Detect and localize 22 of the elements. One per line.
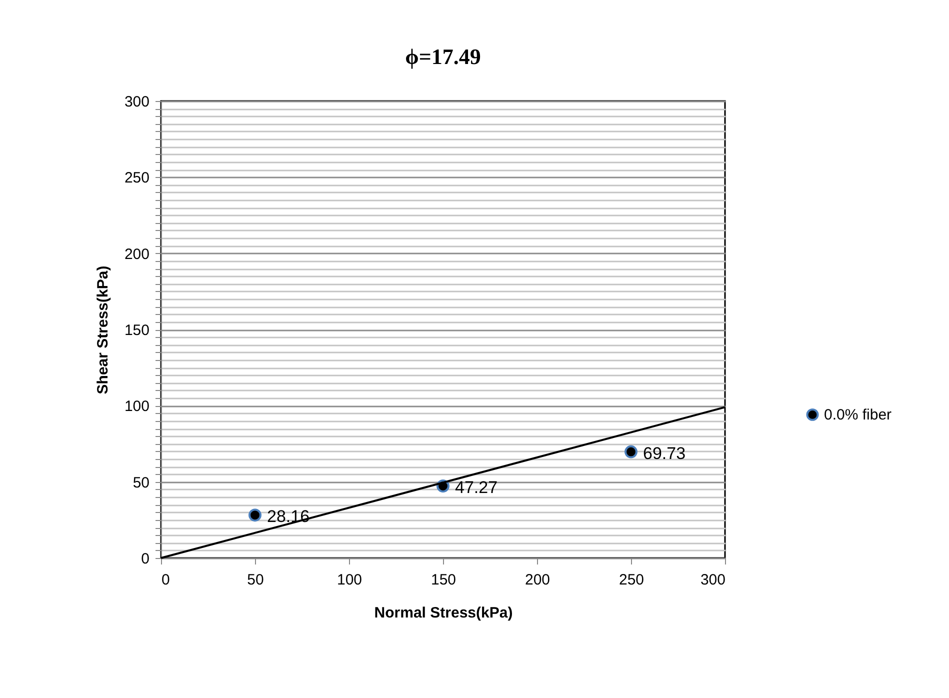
y-tick-label: 50 [132, 474, 150, 492]
y-axis-title: Shear Stress(kPa) [94, 266, 112, 394]
x-tick-label: 200 [524, 572, 550, 588]
data-label: 47.27 [455, 478, 498, 497]
x-tick-label: 50 [247, 572, 264, 588]
x-axis-title: Normal Stress(kPa) [374, 604, 513, 622]
y-tick-label: 250 [124, 170, 150, 187]
y-tick-label: 150 [124, 322, 150, 339]
legend-label: 0.0% fiber [824, 406, 892, 424]
chart-title: ϕ=17.49 [405, 44, 481, 69]
point [624, 445, 638, 458]
y-tick-label: 0 [141, 550, 150, 568]
x-tick-label: 300 [700, 572, 726, 588]
x-tick-label: 100 [336, 572, 362, 588]
x-tick-label: 150 [430, 572, 456, 588]
data-label: 69.73 [643, 444, 686, 463]
x-tick-label: 0 [162, 572, 170, 588]
y-tick-label: 200 [124, 246, 150, 263]
y-tick-label: 100 [124, 398, 150, 416]
point [248, 508, 262, 522]
y-tick-label: 300 [124, 94, 150, 110]
x-tick-label: 250 [618, 572, 644, 588]
